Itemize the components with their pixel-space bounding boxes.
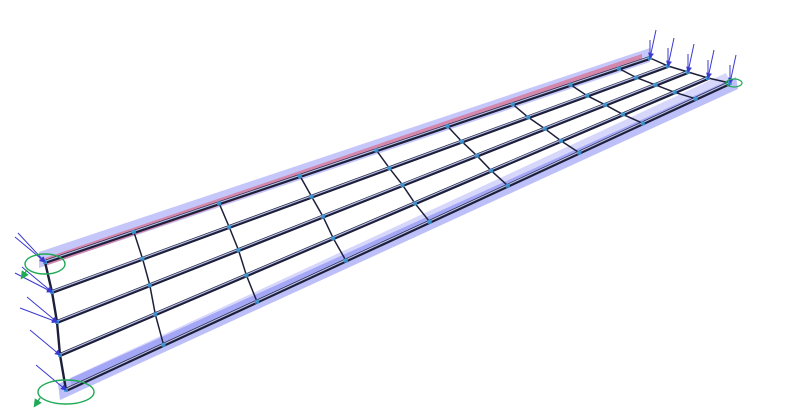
member-node [568, 82, 573, 87]
member-node [298, 174, 303, 179]
member-node [459, 139, 464, 144]
member-node [577, 150, 582, 155]
member-node [161, 342, 166, 347]
longitudinal-member [56, 70, 689, 324]
member-node [236, 248, 241, 253]
member-node [131, 230, 136, 235]
load-arrow [35, 364, 67, 391]
member-node [542, 126, 547, 131]
member-node [140, 256, 145, 261]
rotation-arrow-icon [33, 397, 42, 408]
member-node [558, 138, 563, 143]
longitudinal-member [51, 64, 669, 294]
member-node [427, 219, 432, 224]
member-node [620, 112, 625, 117]
load-arrow [29, 329, 61, 356]
member-node [603, 102, 608, 107]
member-node [387, 166, 392, 171]
rotation-icon [24, 253, 66, 275]
member-node [309, 194, 314, 199]
member-node [653, 82, 658, 87]
rotation-arrow-icon [20, 269, 29, 280]
member-node [489, 168, 494, 173]
longitudinal-members [44, 56, 731, 392]
longitudinal-member [65, 81, 731, 392]
member-node [640, 121, 645, 126]
longitudinal-member-highlight [44, 56, 651, 262]
longitudinal-member-highlight [51, 64, 669, 292]
longitudinal-member-highlight [65, 81, 731, 390]
rotation-icon [37, 379, 95, 405]
member-node [320, 214, 325, 219]
member-node [147, 283, 152, 288]
longitudinal-member-highlight [59, 76, 709, 355]
rotation-symbols [20, 78, 743, 408]
load-arrow [686, 43, 695, 73]
member-node [331, 236, 336, 241]
load-arrow [666, 37, 675, 67]
load-arrow [728, 54, 737, 84]
member-node [400, 183, 405, 188]
member-node [526, 115, 531, 120]
member-node [634, 75, 639, 80]
member-node [672, 90, 677, 95]
support-load-arrows [14, 29, 737, 391]
load-arrow [19, 307, 58, 324]
longitudinal-member [59, 76, 709, 357]
longitudinal-member-highlight [56, 70, 689, 322]
member-node [374, 148, 379, 153]
member-node [474, 153, 479, 158]
member-node [505, 183, 510, 188]
member-node [412, 201, 417, 206]
member-node [510, 102, 515, 107]
member-node [343, 258, 348, 263]
load-arrow [14, 272, 53, 293]
load-arrow [648, 29, 657, 59]
load-arrow [17, 232, 46, 263]
load-arrow [14, 236, 46, 263]
load-arrow [706, 49, 715, 79]
result-bands [39, 48, 738, 400]
longitudinal-member [44, 56, 651, 264]
member-node [616, 66, 621, 71]
member-node [153, 312, 158, 317]
member-node [217, 201, 222, 206]
rotation-icon [725, 78, 743, 88]
member-node [585, 93, 590, 98]
member-node [693, 96, 698, 101]
transverse-frame [43, 261, 68, 391]
member-node [445, 124, 450, 129]
member-node [227, 224, 232, 229]
member-node [244, 273, 249, 278]
member-node [255, 299, 260, 304]
